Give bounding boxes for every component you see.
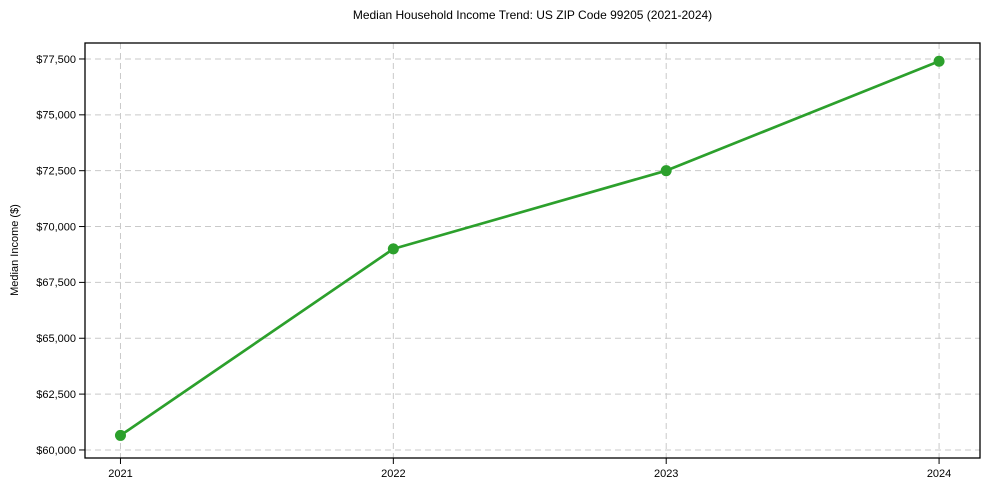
y-tick-label: $70,000 [36,221,76,233]
chart-title: Median Household Income Trend: US ZIP Co… [352,8,713,22]
y-tick-label: $62,500 [36,389,76,401]
plot-border [84,42,981,459]
data-point-2023 [660,165,672,177]
y-tick-label: $72,500 [36,166,76,178]
data-point-2022 [387,243,399,255]
y-tick-label: $60,000 [36,445,76,457]
y-tick-label: $65,000 [36,333,76,345]
data-point-2024 [933,55,945,67]
x-tick-label: 2021 [108,468,132,480]
data-point-2021 [114,429,126,441]
x-tick-label: 2024 [927,468,951,480]
x-tick-label: 2023 [654,468,678,480]
median-household-income-line [119,59,941,437]
x-tick-label: 2022 [381,468,405,480]
y-tick-label: $75,000 [36,110,76,122]
y-tick-label: $77,500 [36,54,76,66]
plot-area [85,43,980,458]
y-tick-label: $67,500 [36,277,76,289]
